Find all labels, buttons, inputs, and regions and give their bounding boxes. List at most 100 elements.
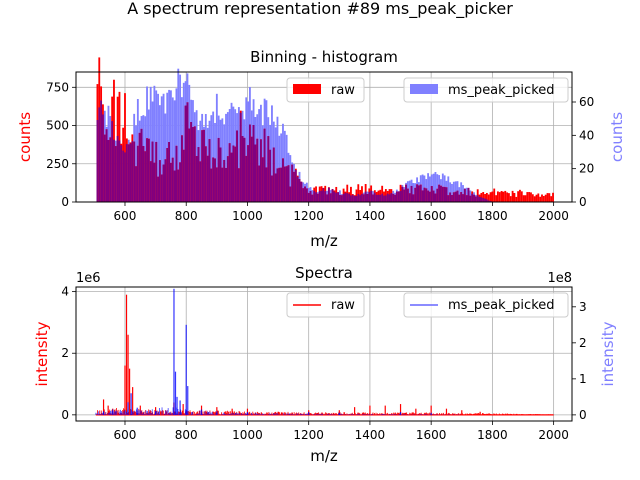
overlap-bin-bar [164,159,167,202]
overlap-bin-bar [190,122,193,202]
picked-bin-bar [136,99,139,146]
y-right-tick-label: 1 [579,372,587,386]
overlap-bin-bar [280,167,283,202]
overlap-bin-bar [320,190,323,202]
overlap-bin-bar [149,161,152,202]
overlap-bin-bar [355,196,358,202]
overlap-bin-bar [120,145,123,202]
histogram-legend-raw: raw [286,77,365,103]
overlap-bin-bar [203,129,205,202]
overlap-bin-bar [239,112,242,202]
picked-bin-bar [243,119,246,138]
overlap-bin-bar [454,191,457,202]
overlap-bin-bar [441,186,444,202]
overlap-bin-bar [269,149,272,202]
overlap-bin-bar [480,197,483,202]
picked-bin-bar [166,92,169,149]
overlap-bin-bar [98,107,101,202]
picked-bin-bar [340,194,343,196]
picked-bin-bar [425,179,428,189]
overlap-bin-bar [458,194,461,202]
raw-bin-bar [485,192,488,202]
raw-bin-bar [535,194,538,202]
picked-bin-bar [230,102,233,153]
overlap-bin-bar [412,194,415,202]
picked-bin-bar [441,173,444,187]
overlap-bin-bar [362,194,365,202]
picked-bin-bar [182,82,185,150]
spectra-x-label: m/z [310,447,338,465]
overlap-bin-bar [452,192,455,202]
raw-bin-bar [539,196,542,202]
raw-bin-bar [513,192,516,202]
overlap-bin-bar [351,194,354,202]
overlap-bin-bar [329,193,332,202]
picked-bin-bar [410,179,413,186]
picked-bin-bar [408,180,411,194]
y-right-tick-label: 3 [579,300,587,314]
picked-bin-bar [474,194,477,197]
raw-bin-bar [537,193,540,202]
raw-bin-bar [550,196,553,202]
x-tick-label: 600 [114,209,137,223]
picked-bin-bar [103,110,106,135]
picked-bin-bar [392,190,395,194]
overlap-bin-bar [386,193,389,202]
overlap-bin-bar [210,168,213,202]
picked-bin-bar [158,105,161,161]
raw-bin-bar [542,195,545,202]
overlap-bin-bar [208,139,211,202]
overlap-bin-bar [298,179,301,202]
picked-bin-bar [414,183,417,188]
overlap-bin-bar [155,141,158,202]
overlap-bin-bar [254,144,257,202]
overlap-bin-bar [463,188,466,202]
overlap-bin-bar [289,186,292,202]
overlap-bin-bar [449,192,452,202]
overlap-bin-bar [116,135,119,202]
overlap-bin-bar [403,189,406,202]
overlap-bin-bar [274,173,277,202]
picked-bin-bar [232,106,235,146]
picked-bin-bar [271,105,273,176]
raw-bin-bar [487,194,490,202]
overlap-bin-bar [171,157,174,202]
overlap-bin-bar [245,155,248,202]
legend-picked-swatch [410,84,438,94]
overlap-bin-bar [111,121,114,202]
spectra-x-ticks: 600 800 1000 1200 1400 1600 1800 2000 [114,421,569,442]
overlap-bin-bar [113,139,115,202]
picked-bin-bar [462,185,464,195]
picked-bin-bar [186,73,189,103]
y-right-tick-label: 2 [579,336,587,350]
picked-bin-bar [173,100,176,171]
raw-bin-bar [531,194,534,202]
picked-bin-bar [217,115,220,138]
overlap-bin-bar [425,188,428,202]
picked-bin-bar [452,181,455,193]
raw-bin-bar [519,189,521,202]
picked-bin-bar [272,121,275,148]
overlap-bin-bar [228,143,231,202]
overlap-bin-bar [147,138,150,202]
picked-bin-bar [184,81,187,106]
picked-bin-bar [454,181,457,192]
picked-bin-bar [395,189,398,192]
overlap-bin-bar [395,191,398,202]
y-left-tick-label: 500 [46,119,69,133]
x-tick-label: 1000 [232,428,263,442]
picked-bin-bar [432,173,435,191]
overlap-bin-bar [451,195,453,202]
overlap-bin-bar [225,167,227,202]
picked-bin-bar [307,187,310,193]
overlap-bin-bar [335,192,338,202]
picked-bin-bar [463,188,466,189]
overlap-bin-bar [432,190,435,202]
overlap-bin-bar [212,157,215,202]
overlap-bin-bar [199,161,202,202]
histogram-right-y-ticks: 0 20 40 60 [572,95,594,209]
overlap-bin-bar [214,158,216,202]
overlap-bin-bar [282,158,284,202]
picked-bin-bar [147,109,150,139]
picked-bin-bar [282,123,284,159]
